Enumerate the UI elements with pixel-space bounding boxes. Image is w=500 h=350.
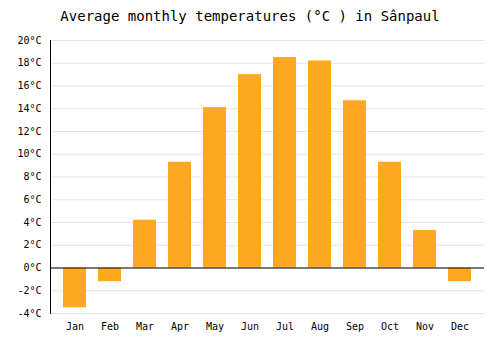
svg-text:12°C: 12°C (17, 126, 41, 137)
svg-text:2°C: 2°C (23, 239, 41, 250)
svg-text:0°C: 0°C (23, 262, 41, 273)
svg-text:Jun: Jun (241, 321, 259, 332)
svg-text:-4°C: -4°C (17, 308, 41, 319)
html-text:Average monthly temperatures (: Average monthly temperatures (°C ) in Sâ… (60, 8, 440, 24)
svg-text:18°C: 18°C (17, 57, 41, 68)
svg-text:Mar: Mar (136, 321, 154, 332)
svg-text:Dec: Dec (451, 321, 469, 332)
svg-text:Nov: Nov (416, 321, 434, 332)
svg-text:Jul: Jul (276, 321, 294, 332)
svg-text:4°C: 4°C (23, 217, 41, 228)
svg-text:Jan: Jan (66, 321, 84, 332)
svg-text:May: May (206, 321, 224, 332)
svg-text:14°C: 14°C (17, 103, 41, 114)
svg-text:Aug: Aug (311, 321, 329, 332)
svg-text:Apr: Apr (171, 321, 189, 332)
svg-text:8°C: 8°C (23, 171, 41, 182)
svg-text:6°C: 6°C (23, 194, 41, 205)
svg-text:Sep: Sep (346, 321, 364, 332)
svg-text:20°C: 20°C (17, 35, 41, 46)
svg-text:16°C: 16°C (17, 80, 41, 91)
svg-text:Oct: Oct (381, 321, 399, 332)
svg-text:10°C: 10°C (17, 148, 41, 159)
svg-text:-2°C: -2°C (17, 285, 41, 296)
svg-text:Feb: Feb (101, 321, 119, 332)
